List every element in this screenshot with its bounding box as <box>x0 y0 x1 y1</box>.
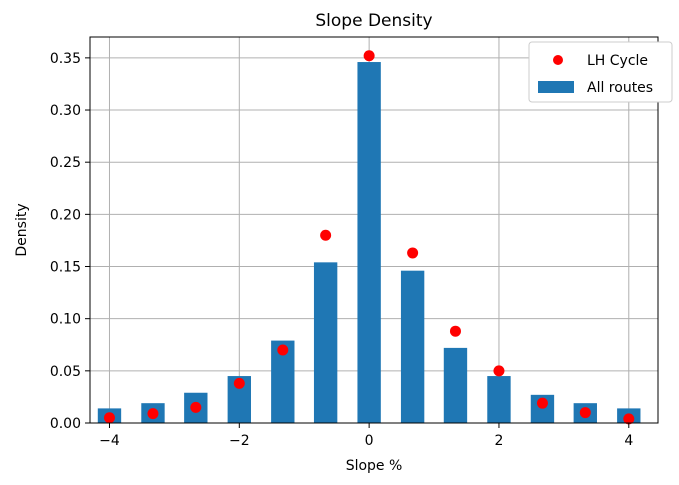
bar-all-routes-10 <box>530 394 555 423</box>
x-tick-label-2: 0 <box>365 433 374 449</box>
point-lh-cycle-7 <box>407 247 419 259</box>
x-tick-label-3: 2 <box>494 433 503 449</box>
axis-ticks: −4 −2 0 2 4 0.00 0.05 0.10 0.15 0.20 0.25 0.30 0.35 <box>50 51 633 449</box>
plot-frame <box>89 36 659 424</box>
point-lh-cycle-11 <box>579 407 591 419</box>
x-axis-label: Slope % <box>346 458 403 474</box>
point-lh-cycle-1 <box>147 408 159 420</box>
legend-all-routes-label: All routes <box>587 80 653 96</box>
legend-all-routes-marker <box>538 81 574 93</box>
bar-all-routes-7 <box>400 270 425 423</box>
point-lh-cycle-8 <box>449 325 461 337</box>
y-tick-label-5: 0.25 <box>50 155 81 171</box>
bar-all-routes-9 <box>487 376 511 423</box>
axes <box>89 36 659 424</box>
point-lh-cycle-9 <box>493 365 505 377</box>
x-tick-label-0: −4 <box>99 433 120 449</box>
point-lh-cycle-10 <box>536 397 548 409</box>
y-tick-label-0: 0.00 <box>50 416 81 432</box>
bar-all-routes-4 <box>271 340 295 423</box>
chart-title: Slope Density <box>315 11 432 31</box>
y-tick-label-3: 0.15 <box>50 260 81 276</box>
point-lh-cycle-5 <box>320 229 332 241</box>
x-tick-label-1: −2 <box>229 433 250 449</box>
y-tick-label-6: 0.30 <box>50 103 81 119</box>
point-lh-cycle-2 <box>190 401 202 413</box>
y-tick-label-1: 0.05 <box>50 364 81 380</box>
point-lh-cycle-12 <box>623 413 635 425</box>
bar-all-routes-8 <box>443 347 468 423</box>
point-lh-cycle-6 <box>363 50 375 62</box>
point-lh-cycle-0 <box>103 412 115 424</box>
y-tick-label-4: 0.20 <box>50 207 81 223</box>
legend-lh-cycle-marker <box>553 55 563 65</box>
y-tick-label-2: 0.10 <box>50 312 81 328</box>
bar-all-routes-5 <box>313 262 338 423</box>
y-axis-label: Density <box>14 203 30 256</box>
point-lh-cycle-3 <box>233 377 245 389</box>
bar-all-routes-6 <box>357 62 381 423</box>
bar-all-routes-3 <box>227 376 251 423</box>
y-tick-label-7: 0.35 <box>50 51 81 67</box>
scatter-series <box>103 50 635 425</box>
point-lh-cycle-4 <box>277 344 289 356</box>
legend-lh-cycle-label: LH Cycle <box>587 53 648 69</box>
x-tick-label-4: 4 <box>624 433 633 449</box>
bar-series <box>97 62 641 423</box>
legend: LH Cycle All routes <box>528 41 673 103</box>
